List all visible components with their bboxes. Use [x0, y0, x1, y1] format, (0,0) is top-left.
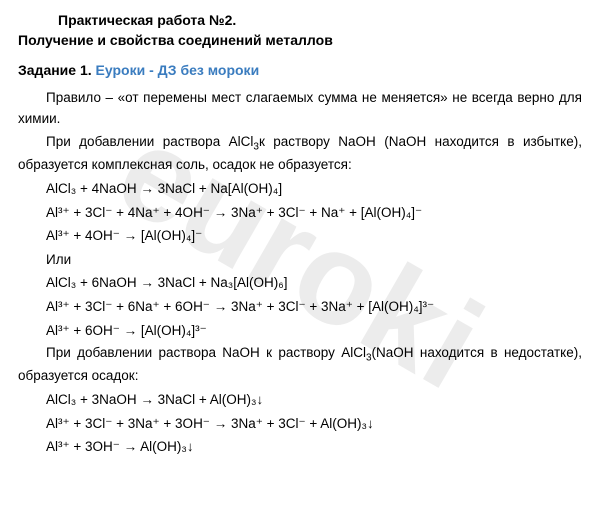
equation-4: AlCl₃ + 6NaOH → 3NaCl + Na₃[Al(OH)₆]: [18, 272, 582, 294]
title-main: Практическая работа №2.: [18, 12, 582, 28]
paragraph-2: При добавлении раствора AlCl3к раствору …: [18, 132, 582, 176]
p2-part-a: При добавлении раствора AlCl: [46, 134, 253, 149]
equation-3: Al³⁺ + 4OH⁻ → [Al(OH)₄]⁻: [18, 225, 582, 247]
task-label-bold: Задание 1.: [18, 62, 96, 78]
p3-part-a: При добавлении раствора NaOH к раствору …: [46, 345, 366, 360]
paragraph-1: Правило – «от перемены мест слагаемых су…: [18, 88, 582, 130]
equation-8: Al³⁺ + 3Cl⁻ + 3Na⁺ + 3OH⁻ → 3Na⁺ + 3Cl⁻ …: [18, 413, 582, 435]
equation-2: Al³⁺ + 3Cl⁻ + 4Na⁺ + 4OH⁻ → 3Na⁺ + 3Cl⁻ …: [18, 202, 582, 224]
task-header: Задание 1. Еуроки - ДЗ без мороки: [18, 62, 582, 78]
equation-1: AlCl₃ + 4NaOH → 3NaCl + Na[Al(OH)₄]: [18, 178, 582, 200]
equation-7: AlCl₃ + 3NaOH → 3NaCl + Al(OH)₃↓: [18, 389, 582, 411]
paragraph-3: При добавлении раствора NaOH к раствору …: [18, 343, 582, 387]
or-line: Или: [18, 249, 582, 271]
task-label-blue: Еуроки - ДЗ без мороки: [96, 62, 260, 78]
document-content: Практическая работа №2. Получение и свой…: [18, 12, 582, 458]
equation-9: Al³⁺ + 3OH⁻ → Al(OH)₃↓: [18, 436, 582, 458]
equation-6: Al³⁺ + 6OH⁻ → [Al(OH)₄]³⁻: [18, 320, 582, 342]
equation-5: Al³⁺ + 3Cl⁻ + 6Na⁺ + 6OH⁻ → 3Na⁺ + 3Cl⁻ …: [18, 296, 582, 318]
title-sub: Получение и свойства соединений металлов: [18, 32, 582, 48]
